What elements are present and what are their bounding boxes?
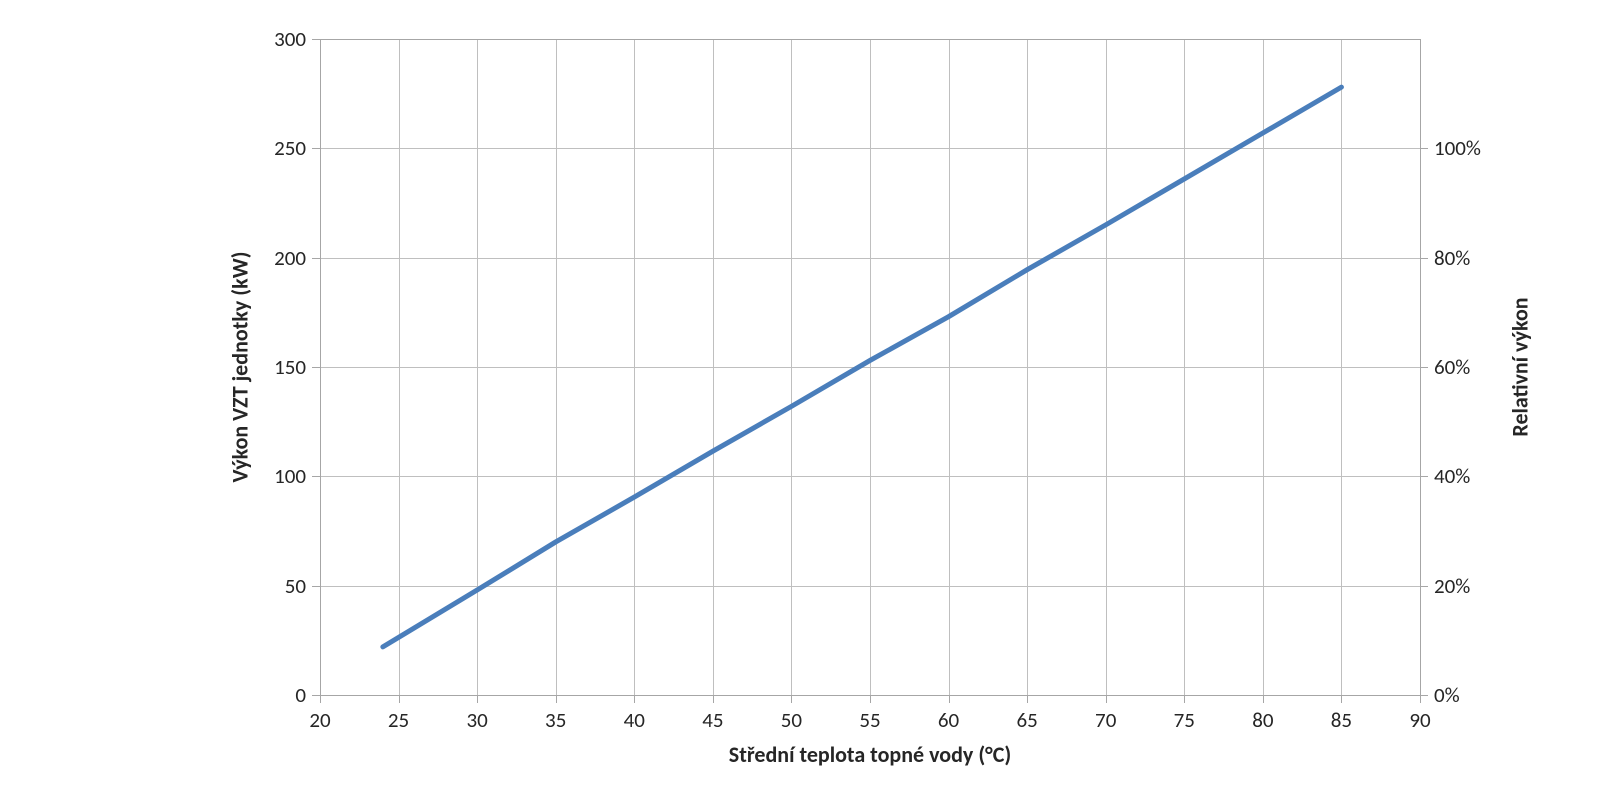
- x-tick-label: 70: [1095, 707, 1116, 733]
- y1-tick-label: 300: [274, 26, 306, 52]
- x-tick-label: 30: [466, 707, 487, 733]
- x-tick-mark: [1184, 695, 1185, 703]
- y1-tick-mark: [312, 148, 320, 149]
- y2-tick-label: 80%: [1434, 245, 1470, 271]
- x-tick-mark: [556, 695, 557, 703]
- x-tick-mark: [791, 695, 792, 703]
- x-tick-mark: [1341, 695, 1342, 703]
- x-tick-label: 20: [309, 707, 330, 733]
- x-axis-title: Střední teplota topné vody (°C): [729, 741, 1011, 768]
- x-tick-mark: [1106, 695, 1107, 703]
- axis-border: [1420, 39, 1421, 695]
- x-tick-label: 60: [938, 707, 959, 733]
- y2-tick-mark: [1420, 148, 1428, 149]
- x-tick-mark: [477, 695, 478, 703]
- y1-tick-label: 250: [274, 135, 306, 161]
- plot-area: [320, 39, 1420, 695]
- y1-tick-mark: [312, 258, 320, 259]
- y2-tick-label: 60%: [1434, 354, 1470, 380]
- x-tick-mark: [1263, 695, 1264, 703]
- y1-axis-title: Výkon VZT jednotky (kW): [227, 252, 254, 483]
- y1-tick-label: 0: [295, 682, 306, 708]
- y2-tick-mark: [1420, 476, 1428, 477]
- y1-tick-mark: [312, 586, 320, 587]
- y2-tick-label: 100%: [1434, 135, 1481, 161]
- y1-tick-mark: [312, 695, 320, 696]
- x-tick-mark: [320, 695, 321, 703]
- x-tick-label: 50: [781, 707, 802, 733]
- y2-tick-label: 0%: [1434, 682, 1460, 708]
- x-tick-mark: [949, 695, 950, 703]
- y1-tick-label: 200: [274, 245, 306, 271]
- y2-tick-label: 20%: [1434, 573, 1470, 599]
- y2-tick-mark: [1420, 258, 1428, 259]
- x-tick-mark: [870, 695, 871, 703]
- y1-tick-label: 50: [285, 573, 306, 599]
- x-tick-label: 85: [1331, 707, 1352, 733]
- y1-tick-mark: [312, 476, 320, 477]
- x-tick-mark: [634, 695, 635, 703]
- x-tick-label: 55: [859, 707, 880, 733]
- x-tick-label: 45: [702, 707, 723, 733]
- chart-container: Střední teplota topné vody (°C) Výkon VZ…: [0, 0, 1600, 803]
- x-tick-label: 35: [545, 707, 566, 733]
- x-tick-label: 80: [1252, 707, 1273, 733]
- x-tick-label: 90: [1409, 707, 1430, 733]
- x-tick-label: 25: [388, 707, 409, 733]
- y2-tick-mark: [1420, 367, 1428, 368]
- x-tick-mark: [1027, 695, 1028, 703]
- x-tick-mark: [713, 695, 714, 703]
- y1-tick-label: 100: [274, 463, 306, 489]
- x-tick-label: 75: [1174, 707, 1195, 733]
- y1-tick-mark: [312, 367, 320, 368]
- x-tick-label: 40: [624, 707, 645, 733]
- x-tick-mark: [1420, 695, 1421, 703]
- y2-axis-title: Relativní výkon: [1507, 297, 1534, 436]
- chart-svg: [320, 39, 1420, 695]
- x-tick-label: 65: [1016, 707, 1037, 733]
- axis-border: [320, 695, 1420, 696]
- x-tick-mark: [399, 695, 400, 703]
- y1-tick-label: 150: [274, 354, 306, 380]
- line-series-vykon: [383, 87, 1342, 647]
- axis-border: [320, 39, 1420, 40]
- y2-tick-mark: [1420, 695, 1428, 696]
- y2-tick-mark: [1420, 586, 1428, 587]
- y2-tick-label: 40%: [1434, 463, 1470, 489]
- y1-tick-mark: [312, 39, 320, 40]
- axis-border: [320, 39, 321, 695]
